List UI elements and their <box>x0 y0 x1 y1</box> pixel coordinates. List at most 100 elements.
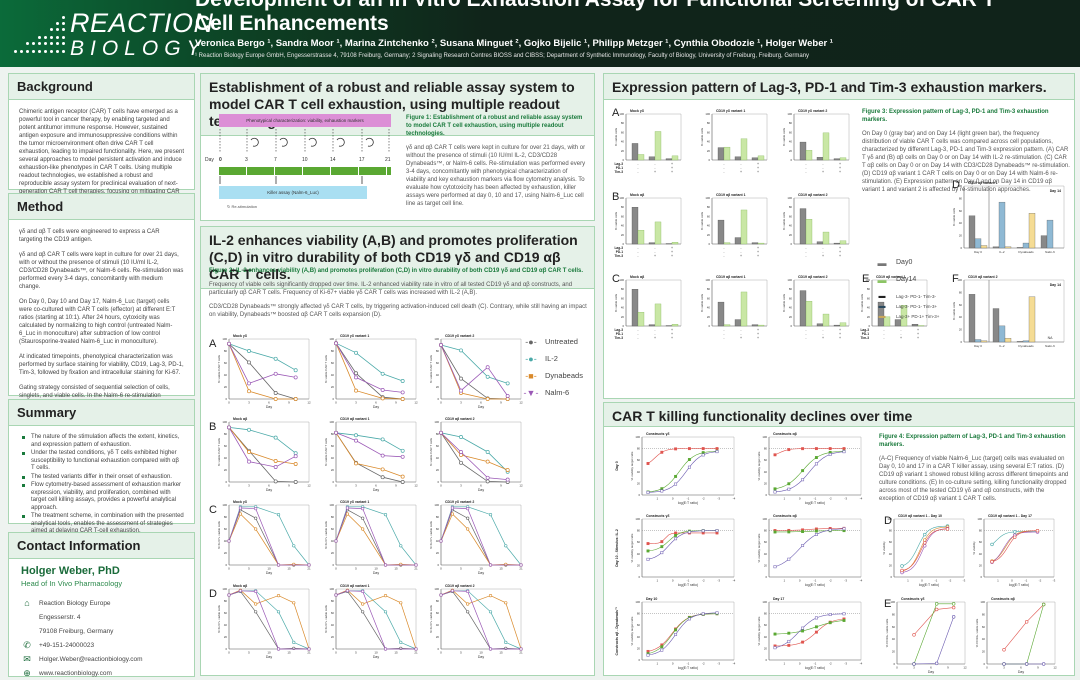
svg-text:9: 9 <box>500 401 502 405</box>
contact-address-company: ⌂Reaction Biology Europe <box>21 596 182 610</box>
svg-text:14: 14 <box>330 157 336 163</box>
svg-text:20: 20 <box>707 149 711 153</box>
svg-text:-2: -2 <box>829 497 832 501</box>
svg-text:+: + <box>654 170 656 174</box>
bar-swatch-icon: ▬ <box>874 293 890 300</box>
svg-text:0: 0 <box>332 563 334 567</box>
svg-text:60: 60 <box>224 611 228 615</box>
svg-text:15: 15 <box>394 567 398 571</box>
summary-item: The nature of the stimulation affects th… <box>31 434 184 449</box>
svg-text:% viable CAR T cells: % viable CAR T cells <box>217 355 221 383</box>
svg-text:0: 0 <box>672 497 674 501</box>
svg-text:0: 0 <box>638 493 640 497</box>
svg-text:60: 60 <box>789 130 793 134</box>
svg-text:40: 40 <box>982 637 986 641</box>
svg-text:% viable CAR T cells: % viable CAR T cells <box>324 355 328 383</box>
svg-text:20: 20 <box>892 650 896 654</box>
svg-text:0: 0 <box>228 567 230 571</box>
svg-text:0: 0 <box>708 158 710 162</box>
contact-address-city: 79108 Freiburg, Germany <box>21 624 182 638</box>
chart-panel: CD19 γδ variant 1% Ki-67+ viable cellsDa… <box>324 500 418 575</box>
svg-text:80: 80 <box>764 612 768 616</box>
svg-text:0: 0 <box>896 666 898 670</box>
svg-text:-2: -2 <box>949 579 952 583</box>
svg-text:60: 60 <box>707 214 711 218</box>
svg-text:100: 100 <box>705 278 710 282</box>
svg-text:40: 40 <box>621 306 625 310</box>
svg-text:+: + <box>671 170 673 174</box>
svg-text:80: 80 <box>707 121 711 125</box>
svg-text:-1: -1 <box>814 662 817 666</box>
svg-text:21: 21 <box>307 567 311 571</box>
svg-text:CD19 γδ variant 1: CD19 γδ variant 1 <box>716 109 745 113</box>
svg-text:80: 80 <box>224 349 228 353</box>
svg-text:9: 9 <box>395 484 397 488</box>
svg-text:log(E:T ratio): log(E:T ratio) <box>678 666 698 670</box>
svg-text:60: 60 <box>621 214 625 218</box>
svg-text:Tim-3: Tim-3 <box>615 336 624 340</box>
chart-panel: Constructs αβ% viability target cellslog… <box>757 514 863 587</box>
svg-text:0: 0 <box>890 575 892 579</box>
website-link[interactable]: www.reactionbiology.com <box>39 670 112 677</box>
svg-text:Mock γδ: Mock γδ <box>630 109 644 113</box>
svg-text:60: 60 <box>959 303 963 307</box>
svg-text:+: + <box>757 170 759 174</box>
svg-text:60: 60 <box>889 540 893 544</box>
bar-swatch-icon: ▬ <box>874 275 890 285</box>
svg-text:5: 5 <box>355 567 357 571</box>
svg-text:40: 40 <box>892 637 896 641</box>
svg-text:CD19 γδ variant 1: CD19 γδ variant 1 <box>340 500 369 504</box>
svg-text:-1: -1 <box>814 497 817 501</box>
email-link[interactable]: Holger.Weber@reactionbiology.com <box>39 656 143 663</box>
bar-swatch-icon: ▬ <box>874 313 890 320</box>
svg-text:20: 20 <box>224 385 228 389</box>
svg-text:0: 0 <box>332 480 334 484</box>
svg-text:100: 100 <box>635 517 640 521</box>
svg-text:0: 0 <box>225 480 227 484</box>
svg-text:0: 0 <box>672 579 674 583</box>
svg-text:80: 80 <box>621 205 625 209</box>
svg-text:Mock αβ: Mock αβ <box>630 275 645 279</box>
svg-text:0: 0 <box>980 575 982 579</box>
svg-text:% CD19+ viable cells: % CD19+ viable cells <box>885 618 889 647</box>
svg-text:60: 60 <box>959 209 963 213</box>
svg-text:60: 60 <box>764 623 768 627</box>
svg-text:0: 0 <box>986 666 988 670</box>
svg-text:21: 21 <box>307 651 311 655</box>
svg-text:0: 0 <box>790 324 792 328</box>
row-label: C <box>209 504 217 516</box>
svg-text:100: 100 <box>434 420 439 424</box>
svg-text:0: 0 <box>440 401 442 405</box>
bar-swatch-icon: ▬ <box>874 258 890 268</box>
svg-text:80: 80 <box>789 205 793 209</box>
svg-text:-3: -3 <box>963 579 966 583</box>
svg-text:100: 100 <box>762 435 767 439</box>
logo-dots-icon <box>12 14 70 58</box>
row-label: D <box>209 588 217 600</box>
svg-text:100: 100 <box>787 196 792 200</box>
contact-heading: Contact Information <box>9 533 194 559</box>
contact-email[interactable]: ✉Holger.Weber@reactionbiology.com <box>21 652 182 666</box>
chart-panel: CD19 αβ variant 2% viable cells020406080… <box>782 193 849 246</box>
svg-text:10: 10 <box>267 567 271 571</box>
svg-text:40: 40 <box>637 635 641 639</box>
svg-text:6: 6 <box>268 484 270 488</box>
poster-title: Development of an In Vitro Exhaustion As… <box>195 0 1015 36</box>
chart-panel: Constructs γδ% viability target cellslog… <box>630 514 736 587</box>
svg-text:100: 100 <box>787 278 792 282</box>
contact-phone[interactable]: ✆+49-151-24000023 <box>21 638 182 652</box>
svg-text:1: 1 <box>656 579 658 583</box>
contact-name: Holger Weber, PhD <box>21 565 182 577</box>
svg-text:% Ki-67+ viable cells: % Ki-67+ viable cells <box>324 605 328 633</box>
square-marker-icon: -■- <box>523 371 539 381</box>
svg-text:1: 1 <box>783 497 785 501</box>
svg-text:% viable cells: % viable cells <box>782 211 786 230</box>
svg-text:10: 10 <box>302 157 308 163</box>
svg-text:Tim-3: Tim-3 <box>861 336 870 340</box>
svg-text:40: 40 <box>331 456 335 460</box>
contact-web[interactable]: ⊕www.reactionbiology.com <box>21 666 182 680</box>
phone-number[interactable]: +49-151-24000023 <box>39 642 94 649</box>
figure3-day-legend: ▬Day0 ▬Day14 <box>874 254 916 288</box>
